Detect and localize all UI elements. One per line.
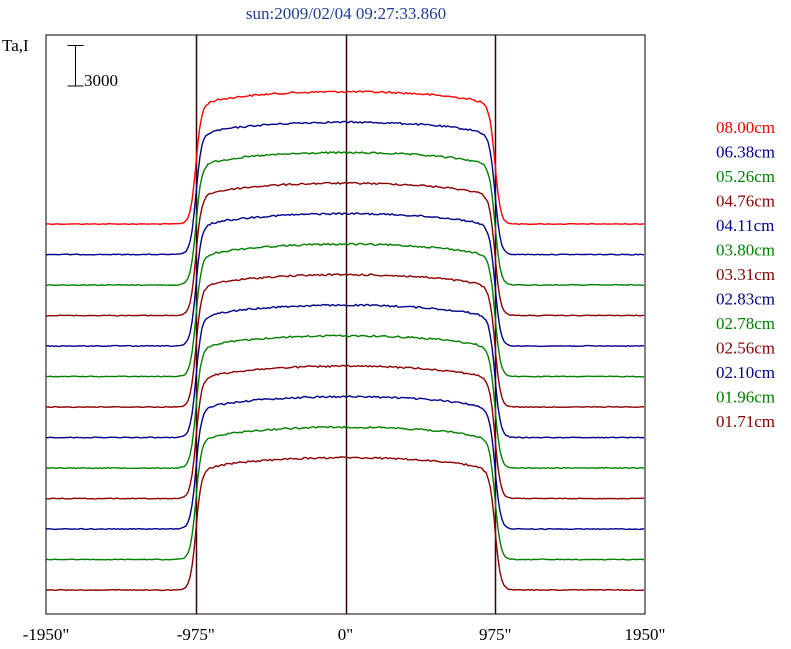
series-line-03.31cm	[45, 273, 645, 409]
legend-entry: 01.96cm	[716, 388, 775, 407]
x-tick-label: 0"	[338, 625, 353, 644]
scale-bar-label: 3000	[84, 71, 118, 90]
legend-entry: 01.71cm	[716, 412, 775, 431]
x-tick-label: 975"	[479, 625, 511, 644]
series-line-01.96cm	[45, 425, 644, 561]
legend-entry: 04.76cm	[716, 192, 775, 211]
x-tick-label: -975"	[177, 625, 215, 644]
x-tick-label: -1950"	[23, 625, 70, 644]
series-line-01.71cm	[45, 456, 645, 592]
series-line-06.38cm	[45, 120, 645, 256]
series-line-04.11cm	[45, 212, 644, 348]
series-line-02.56cm	[46, 364, 645, 500]
plot-frame	[45, 34, 646, 615]
series-line-02.10cm	[45, 395, 645, 531]
y-axis-label: Ta,I	[2, 36, 29, 55]
legend-entry: 04.11cm	[716, 216, 774, 235]
legend-entry: 02.56cm	[716, 339, 775, 358]
x-tick-labels: -1950" -975" 0" 975" 1950"	[23, 625, 666, 644]
series-lines	[45, 90, 645, 592]
legend-entry: 02.10cm	[716, 363, 775, 382]
series-line-05.26cm	[45, 151, 645, 287]
series-line-03.80cm	[45, 242, 645, 378]
series-line-08.00cm	[45, 90, 645, 226]
x-tick-label: 1950"	[625, 625, 666, 644]
legend-entry: 05.26cm	[716, 167, 775, 186]
series-line-04.76cm	[46, 181, 645, 317]
legend-entry: 06.38cm	[716, 143, 775, 162]
legend: 08.00cm 06.38cm 05.26cm 04.76cm 04.11cm 03.80…	[716, 118, 775, 431]
legend-entry: 08.00cm	[716, 118, 775, 137]
legend-entry: 03.80cm	[716, 241, 775, 260]
legend-entry: 02.78cm	[716, 314, 775, 333]
scale-bar: 3000	[67, 45, 118, 90]
legend-entry: 03.31cm	[716, 265, 775, 284]
series-line-02.83cm	[45, 303, 645, 439]
legend-entry: 02.83cm	[716, 290, 775, 309]
series-line-02.78cm	[45, 334, 645, 470]
chart-title: sun:2009/02/04 09:27:33.860	[246, 4, 446, 23]
